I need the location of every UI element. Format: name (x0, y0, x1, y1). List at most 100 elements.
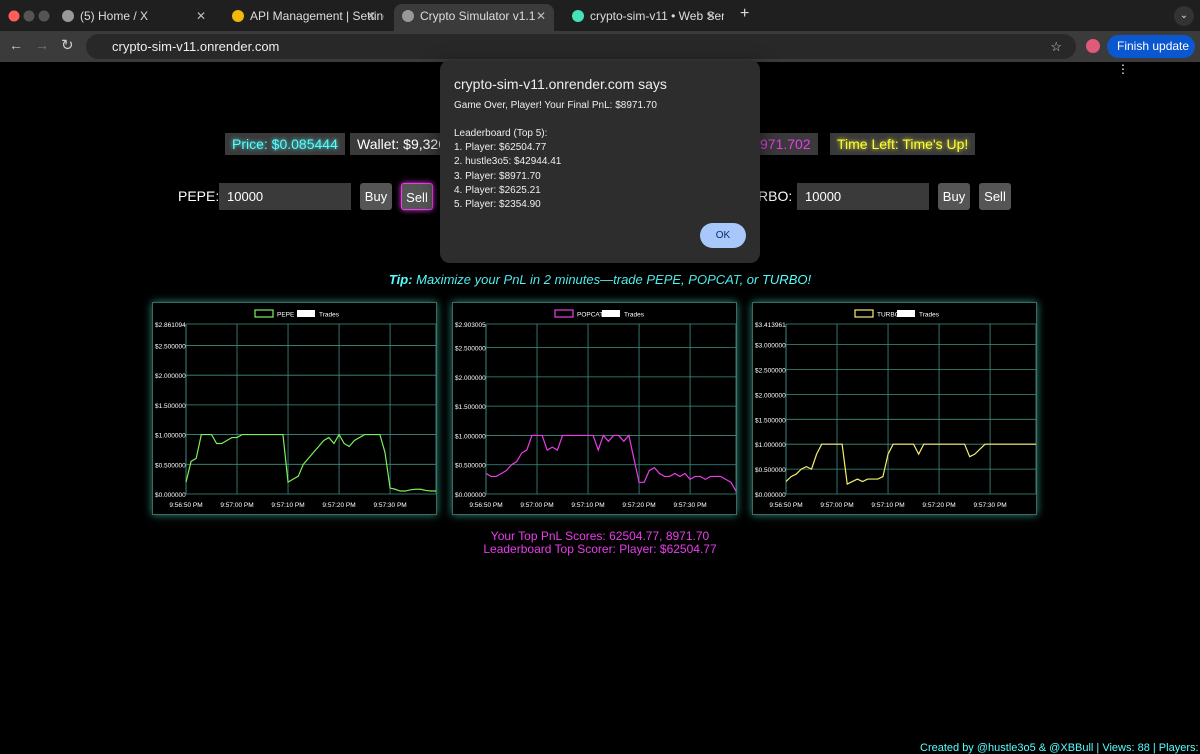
chart: $0.000000 $0.500000 $1.000000 $1.500000 $2.0… (155, 309, 437, 509)
y-tick-label: $1.000000 (755, 442, 786, 449)
x-tick-label: 9:56:50 PM (769, 502, 802, 509)
tab-title: (5) Home / X (80, 9, 149, 23)
dialog-title: crypto-sim-v11.onrender.com says (454, 76, 667, 92)
x-tick-label: 9:57:30 PM (673, 502, 706, 509)
price-line (185, 433, 436, 492)
amount-input[interactable]: 10000 (219, 183, 351, 210)
price-line (485, 434, 737, 492)
y-tick-label: $2.500000 (755, 368, 786, 375)
new-tab[interactable]: + (740, 5, 750, 22)
leaderboard-title: Leaderboard (Top 5): (454, 128, 548, 139)
forward-button[interactable]: → (35, 37, 49, 53)
window-controls (8, 10, 50, 22)
pnl-scores: Your Top PnL Scores: 62504.77, 8971.70 (490, 529, 710, 543)
sell-button[interactable]: Sell (401, 183, 433, 210)
legend-label: POPCAT (577, 312, 603, 319)
coin-label: PEPE: (178, 188, 220, 204)
y-tick-label: $2.000000 (455, 375, 486, 382)
url: crypto-sim-v11.onrender.com (112, 39, 280, 54)
y-tick-label: $2.000000 (155, 373, 186, 380)
legend-swatch (854, 309, 874, 318)
x-tick-label: 9:57:30 PM (973, 502, 1006, 509)
y-tick-label: $2.000000 (755, 392, 786, 399)
legend-swatch (297, 310, 315, 317)
reload-button[interactable]: ↻ (61, 37, 74, 54)
leaderboard-entry: 4. Player: $2625.21 (454, 184, 541, 196)
y-tick-label: $2.500000 (455, 346, 486, 353)
finish-update-button[interactable]: Finish update ⋮ (1107, 35, 1195, 76)
tab[interactable]: API Management | Settings | B✕ (224, 4, 384, 31)
profile[interactable] (1086, 39, 1100, 53)
tab[interactable]: crypto-sim-v11 • Web Servic✕ (564, 4, 724, 31)
y-tick-label: $2.861094 (155, 322, 186, 329)
y-tick-label: $3.413961 (755, 322, 786, 329)
x-tick-label: 9:57:00 PM (820, 502, 853, 509)
y-tick-label: $0.500000 (455, 463, 486, 470)
y-tick-label: $1.000000 (155, 433, 186, 440)
x-tick-label: 9:57:00 PM (520, 502, 553, 509)
leaderboard-entry: 2. hustle3o5: $42944.41 (454, 156, 562, 168)
alert-dialog: crypto-sim-v11.onrender.com says Game Ov… (440, 60, 760, 263)
price: Price: $0.085444 (225, 133, 345, 155)
time-left: Time Left: Time's Up! (830, 133, 976, 155)
tab-bar: (5) Home / X✕ API Management | Settings … (0, 0, 1200, 31)
address-bar: ← → ↻ crypto-sim-v11.onrender.com ☆ Finis… (0, 31, 1200, 76)
coin-label: RBO: (758, 188, 793, 204)
x-tick-label: 9:57:10 PM (271, 502, 304, 509)
x-tick-label: 9:57:10 PM (571, 502, 604, 509)
legend-label: Trades (919, 312, 940, 319)
leaderboard-entry: 1. Player: $62504.77 (454, 142, 547, 153)
tab-title: API Management | Settings | B (250, 9, 384, 23)
legend-swatch (254, 309, 274, 318)
tip: Tip: Maximize your PnL in 2 minutes—trad… (0, 272, 1200, 287)
x-tick-label: 9:57:30 PM (373, 502, 406, 509)
price-line (785, 443, 1036, 485)
tab[interactable]: (5) Home / X ✕ (54, 4, 214, 31)
ok-button[interactable]: OK (700, 223, 746, 248)
chart-panel: $0.000000 $0.500000 $1.000000 $1.500000 $2.0… (752, 302, 1037, 515)
y-tick-label: $2.903005 (455, 322, 486, 329)
dialog-message: Game Over, Player! Your Final PnL: $8971… (454, 100, 657, 111)
x-tick-label: 9:57:20 PM (322, 502, 355, 509)
chart: $0.000000 $0.500000 $1.000000 $1.500000 $2.0… (755, 309, 1037, 509)
legend-label: PEPE (277, 312, 295, 319)
tab[interactable]: Crypto Simulator v1.1 ✕ (394, 4, 554, 31)
x-tick-label: 9:57:20 PM (622, 502, 655, 509)
back-button[interactable]: ← (9, 37, 23, 53)
y-tick-label: $1.000000 (455, 433, 486, 440)
leaderboard-entry: 5. Player: $2354.90 (454, 199, 541, 211)
buy-button[interactable]: Buy (938, 183, 970, 210)
chart-panel: $0.000000 $0.500000 $1.000000 $1.500000 $2.0… (452, 302, 737, 515)
tab-menu[interactable]: ⌄ (1174, 6, 1194, 26)
y-tick-label: $1.500000 (755, 417, 786, 424)
chart: $0.000000 $0.500000 $1.000000 $1.500000 $2.0… (455, 309, 737, 509)
legend-swatch (554, 309, 574, 318)
legend-label: Trades (624, 312, 645, 319)
y-tick-label: $2.500000 (155, 343, 186, 350)
legend-label: Trades (319, 312, 340, 319)
y-tick-label: $3.000000 (755, 343, 786, 350)
legend-swatch (897, 310, 915, 317)
y-tick-label: $0.500000 (155, 462, 186, 469)
amount-input[interactable]: 10000 (797, 183, 929, 210)
tab-title: crypto-sim-v11 • Web Servic (590, 9, 724, 23)
x-tick-label: 9:56:50 PM (469, 502, 502, 509)
buy-button[interactable]: Buy (360, 183, 392, 210)
url-field[interactable]: crypto-sim-v11.onrender.com ☆ (86, 34, 1076, 59)
y-tick-label: $0.000000 (755, 492, 786, 499)
x-tick-label: 9:56:50 PM (169, 502, 202, 509)
wallet: Wallet: $9,326 (350, 133, 446, 155)
top-scorer: Leaderboard Top Scorer: Player: $62504.7… (483, 542, 717, 556)
tab-title: Crypto Simulator v1.1 (420, 9, 536, 23)
x-tick-label: 9:57:00 PM (220, 502, 253, 509)
credits: Created by @hustle3o5 & @XBBull | Views:… (920, 742, 1200, 754)
sell-button[interactable]: Sell (979, 183, 1011, 210)
tip-label: Tip: (388, 272, 413, 287)
legend-label: TURBO (877, 312, 900, 319)
y-tick-label: $0.000000 (455, 492, 486, 499)
legend-swatch (602, 310, 620, 317)
y-tick-label: $1.500000 (455, 404, 486, 411)
y-tick-label: $0.500000 (755, 467, 786, 474)
x-tick-label: 9:57:20 PM (922, 502, 955, 509)
